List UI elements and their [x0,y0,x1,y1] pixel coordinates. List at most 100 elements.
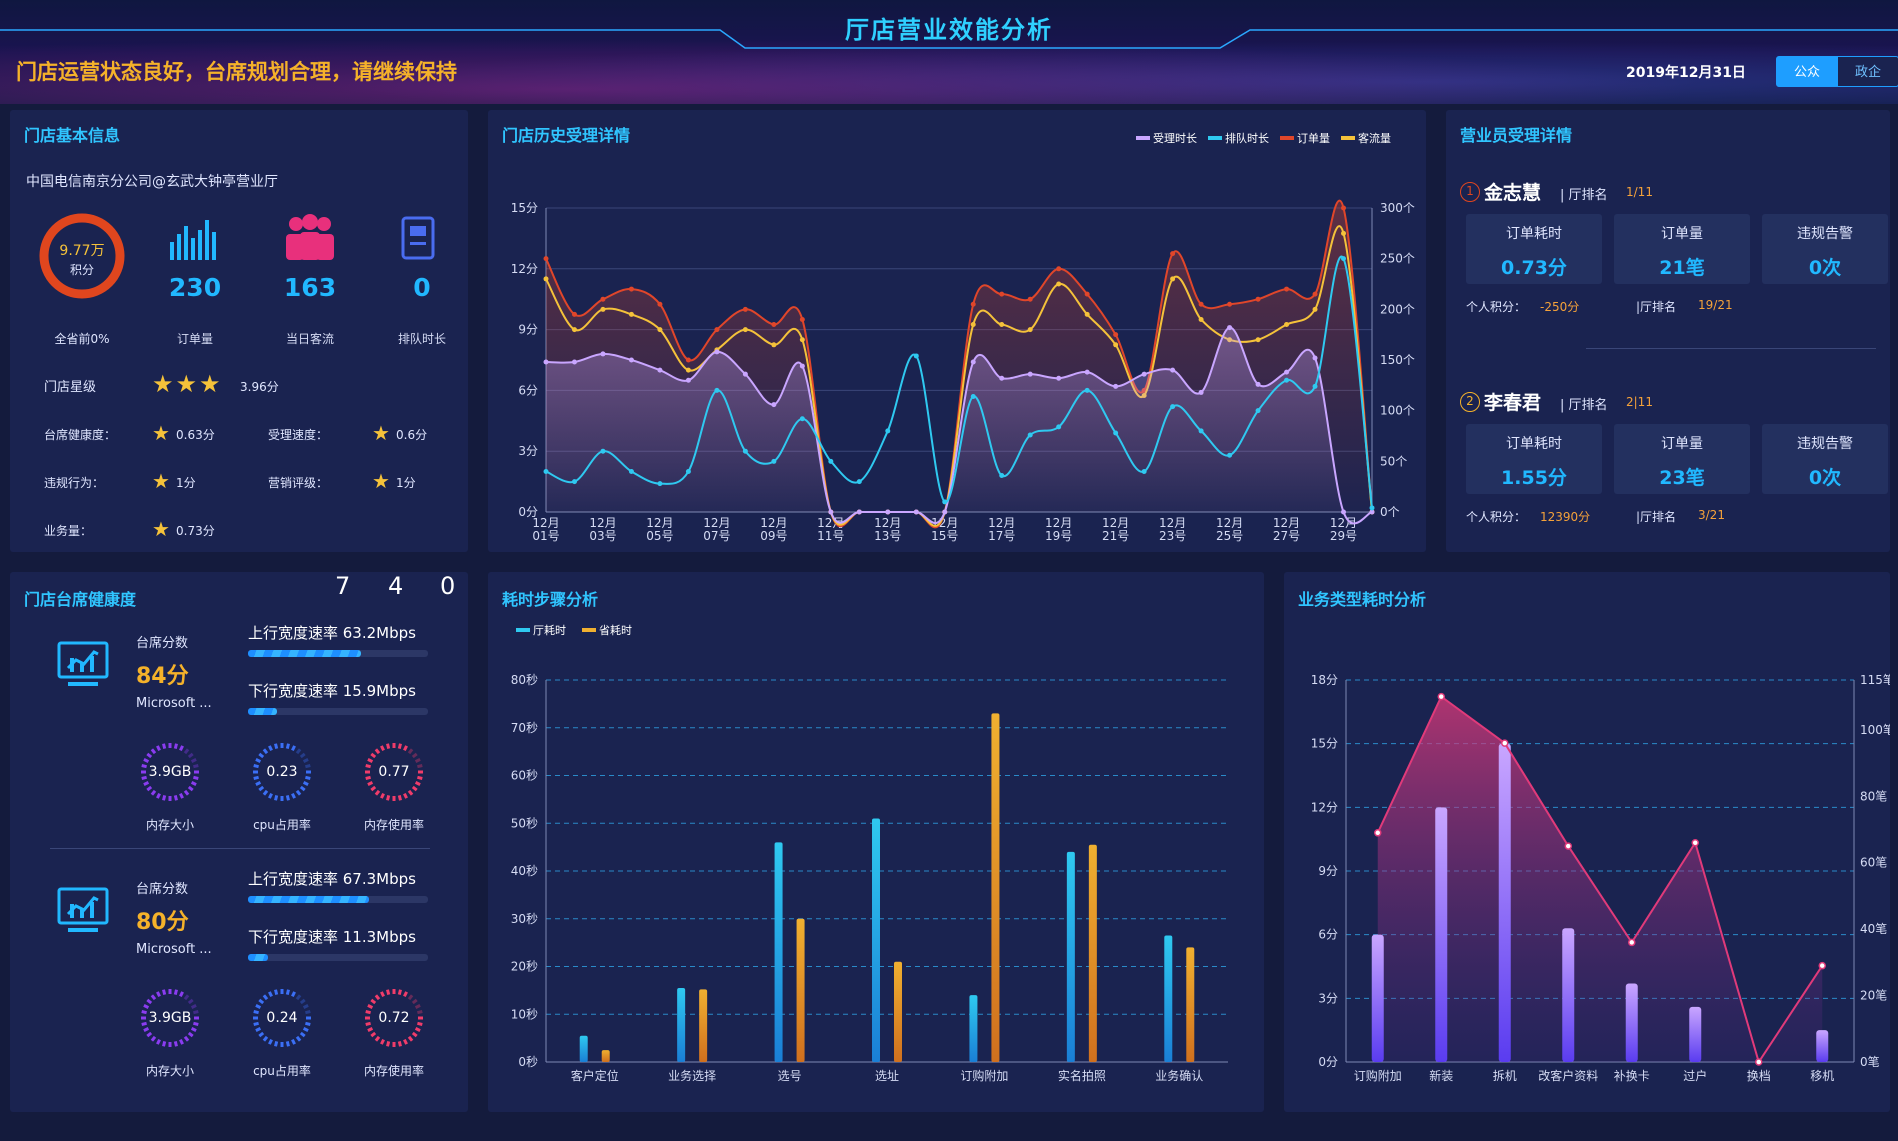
header-glow [0,30,1898,104]
stat-box-value: 23笔 [1659,467,1705,489]
metric-value: 0.6分 [396,428,428,442]
store-info-panel: 门店基本信息 中国电信南京分公司@玄武大钟亭营业厅 9.77万 积分 全省前0%… [10,110,468,552]
bar [1625,983,1638,1062]
y-tick-label: 15分 [1311,737,1338,751]
data-point [970,322,976,328]
line-area [1377,696,1823,1062]
x-tick-label: 业务确认 [1155,1068,1203,1083]
data-point [1113,332,1119,338]
stat-box-value: 0次 [1808,257,1842,279]
gauge-ring [141,989,199,1047]
x-tick-label: 过户 [1683,1068,1707,1083]
x-tick-label: 拆机 [1493,1068,1517,1083]
stat-box-label: 订单量 [1661,436,1703,452]
data-point [1312,355,1318,361]
x-tick-label: 实名拍照 [1058,1068,1106,1083]
data-point [600,448,606,454]
data-point [628,468,634,474]
data-point [856,479,862,485]
x-tick-label: 12月 23号 [1159,516,1186,543]
gauge-label: 内存大小 [145,1064,194,1078]
bar [796,918,805,1062]
bar [1371,934,1384,1062]
desk-score: 80分 [136,910,189,935]
score-unit: 积分 [69,263,94,277]
metric-value: 0.63分 [176,428,215,442]
personal-score-label: 个人积分： [1466,510,1527,524]
bar [1186,947,1195,1062]
data-point [685,377,691,383]
y2-tick-label: 50个 [1380,454,1407,468]
bar [894,961,902,1062]
stat-box-value: 21笔 [1659,257,1705,279]
gauge-label: 内存大小 [145,818,194,832]
data-point [571,359,577,365]
top-header: 厅店营业效能分析 门店运营状态良好，台席规划合理，请继续保持 2019年12月3… [0,0,1898,104]
data-point [1198,389,1204,395]
data-point [685,367,691,373]
y-tick-label: 0分 [518,505,538,519]
data-point [714,327,720,333]
gauge-label: cpu占用率 [253,1064,311,1078]
data-point [799,363,805,369]
bar [1164,935,1173,1062]
data-point [1341,509,1347,515]
rating-stars: ★★★ [152,370,223,398]
stat-box-label: 订单量 [1661,226,1703,242]
bar [872,818,880,1062]
data-point [543,359,549,365]
legend-label: 客流量 [1358,131,1391,145]
stat-box-label: 违规告警 [1797,436,1853,452]
y2-tick-label: 60笔 [1860,855,1887,870]
y-tick-label: 15分 [511,201,538,215]
data-point [1170,276,1176,282]
staff-panel: 营业员受理详情 1 金志慧 | 厅排名 1/11 订单耗时 0.73分 订单量 21… [1446,110,1890,552]
metric-label: 业务量： [44,524,93,538]
upload-speed-bar [248,896,428,903]
data-point [1084,387,1090,393]
y2-tick-label: 100个 [1380,404,1415,418]
y-tick-label: 50秒 [511,816,538,830]
x-tick-label: 12月 05号 [646,516,673,543]
legend-swatch [1208,136,1222,140]
y-tick-label: 20秒 [511,960,538,974]
x-tick-label: 12月 17号 [988,516,1015,543]
legend-swatch [1136,136,1150,140]
data-point [714,387,720,393]
data-point [1312,291,1318,297]
monitor-icon [57,641,109,686]
data-point [771,342,777,348]
data-point [1198,316,1204,322]
data-point [1084,291,1090,297]
x-tick-label: 补换卡 [1614,1069,1650,1083]
x-tick-label: 12月 03号 [589,516,616,543]
bar [699,989,708,1062]
data-point [1284,369,1290,375]
upload-speed-fill [248,650,362,657]
queue-time-label: 排队时长 [397,332,446,346]
x-tick-label: 换档 [1747,1069,1771,1083]
rating-value: 3.96分 [240,380,279,394]
y-tick-label: 6分 [1318,928,1338,942]
bar [1498,743,1511,1062]
stat-box: 订单量 21笔 [1614,214,1750,284]
series-line [1376,695,1824,1065]
half-star-icon: ★ [152,421,170,445]
rank-badge: 2 [1460,392,1480,412]
series-line [545,326,1373,525]
y2-tick-label: 20笔 [1860,988,1887,1003]
y-tick-label: 0分 [1318,1055,1338,1069]
x-tick-label: 12月 09号 [760,516,787,543]
desk-score-label: 台席分数 [136,882,189,897]
tab-public[interactable]: 公众 [1776,56,1838,87]
x-tick-label: 订购附加 [960,1068,1008,1083]
bar [1816,1030,1829,1062]
data-point [1227,301,1233,307]
y2-tick-label: 100笔 [1860,722,1890,737]
biz-panel: 业务类型耗时分析 0分 3分 6分 9分 12分 15分 18分 0笔 20笔 40笔 60笔 80笔… [1284,572,1890,1112]
tab-government[interactable]: 政企 [1837,56,1898,87]
data-point [1284,286,1290,292]
stat-box: 订单耗时 0.73分 [1466,214,1602,284]
queue-time: 0 [413,273,431,302]
rating-label: 门店星级 [44,380,97,395]
